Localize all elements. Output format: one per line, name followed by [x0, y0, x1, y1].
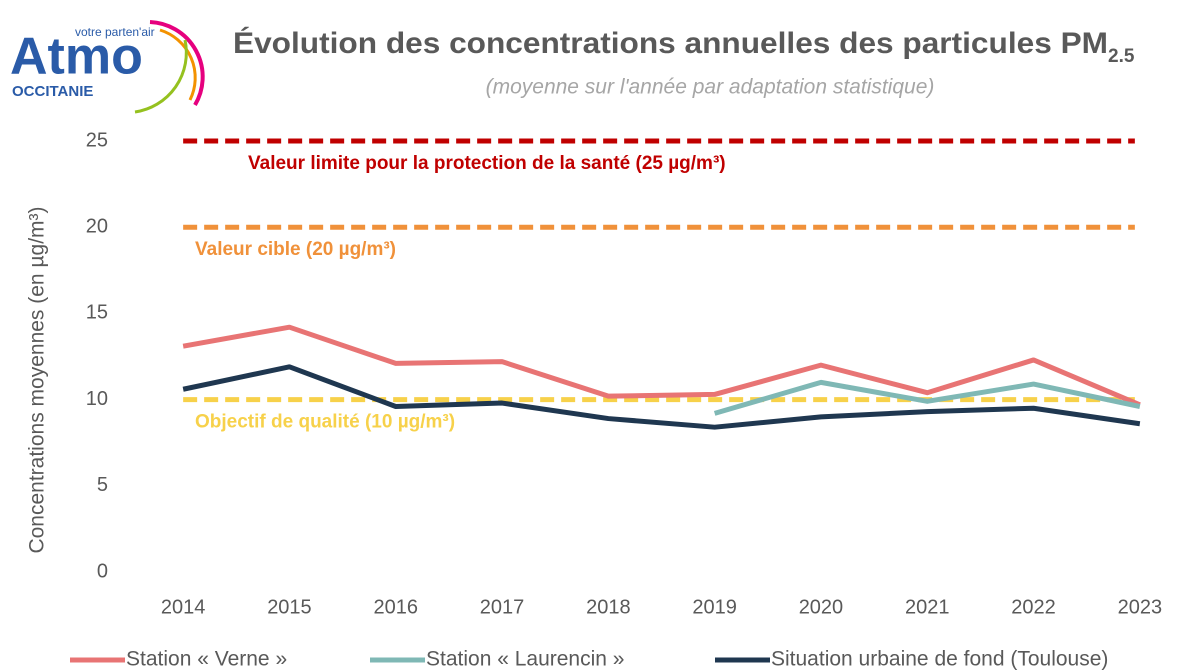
logo-arc	[134, 39, 188, 114]
series-line	[182, 364, 1141, 430]
logo-region: OCCITANIE	[12, 83, 93, 100]
y-tick-label: 10	[86, 388, 108, 410]
legend-label: Situation urbaine de fond (Toulouse)	[771, 648, 1108, 671]
y-tick-label: 25	[86, 129, 108, 151]
logo-name: Atmo	[10, 28, 143, 86]
x-tick-label: 2023	[1118, 596, 1163, 618]
legend-label: Station « Laurencin »	[426, 648, 624, 671]
x-tick-label: 2020	[799, 596, 844, 618]
y-tick-label: 5	[97, 474, 108, 496]
threshold-label: Objectif de qualité (10 µg/m³)	[195, 412, 455, 433]
threshold-label: Valeur limite pour la protection de la s…	[248, 153, 726, 174]
y-axis-label: Concentrations moyennes (en µg/m³)	[26, 206, 49, 553]
legend-label: Station « Verne »	[126, 648, 287, 671]
threshold-label: Valeur cible (20 µg/m³)	[195, 239, 396, 260]
x-tick-label: 2019	[692, 596, 737, 618]
series-line	[713, 379, 1141, 416]
x-tick-label: 2018	[586, 596, 631, 618]
chart-subtitle: (moyenne sur l'année par adaptation stat…	[486, 76, 935, 99]
x-tick-label: 2014	[161, 596, 206, 618]
title-subscript: 2.5	[1108, 46, 1135, 67]
series-line	[182, 324, 1141, 408]
y-tick-label: 15	[86, 302, 108, 324]
x-tick-label: 2016	[374, 596, 419, 618]
title-text: Évolution des concentrations annuelles d…	[233, 26, 1108, 60]
x-tick-label: 2017	[480, 596, 525, 618]
logo-tagline: votre parten'air	[75, 25, 155, 39]
y-tick-label: 20	[86, 215, 108, 237]
x-tick-label: 2015	[267, 596, 312, 618]
y-tick-label: 0	[97, 560, 108, 582]
logo-arc	[149, 20, 205, 107]
logo-arc	[159, 28, 197, 101]
x-tick-label: 2022	[1011, 596, 1056, 618]
logo: votre parten'air Atmo OCCITANIE	[10, 20, 205, 114]
chart-title: Évolution des concentrations annuelles d…	[233, 26, 1135, 67]
x-tick-label: 2021	[905, 596, 950, 618]
